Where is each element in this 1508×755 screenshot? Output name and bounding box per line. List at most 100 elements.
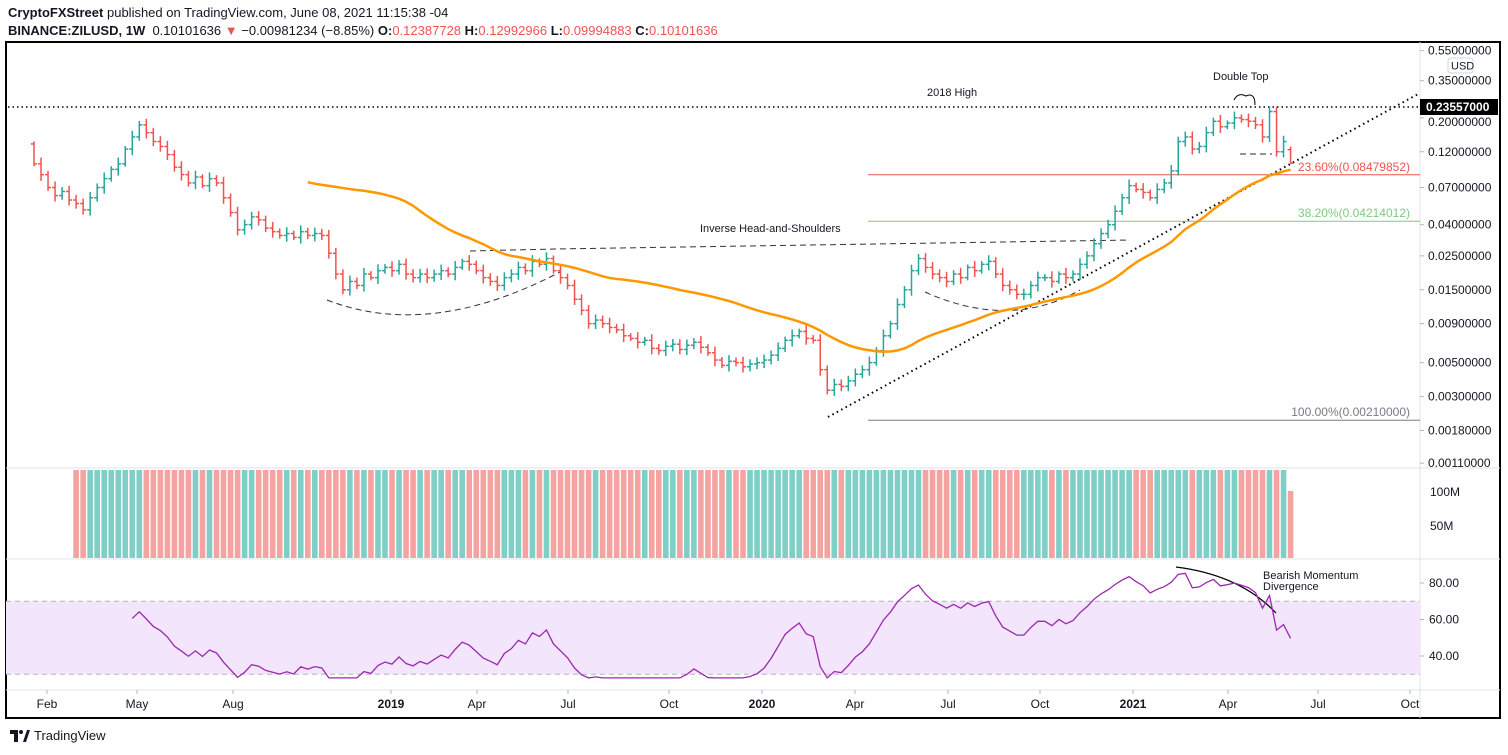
volume-bars — [73, 470, 1294, 558]
volume-bar — [276, 470, 283, 558]
price-tick-label: 0.02500000 — [1428, 249, 1492, 263]
volume-bar — [164, 470, 171, 558]
ohlc-bar — [1041, 274, 1048, 281]
ohlc-bar — [515, 261, 522, 280]
volume-bar — [1105, 470, 1111, 558]
ohlc-bar — [374, 264, 381, 284]
ohlc-bar — [45, 171, 52, 191]
volume-bar — [522, 470, 529, 558]
ohlc-bar — [178, 161, 185, 181]
currency-badge[interactable]: USD — [1447, 57, 1474, 74]
ohlc-bar — [66, 185, 73, 206]
volume-bar — [880, 470, 887, 558]
rsi-band — [6, 600, 1420, 675]
ohlc-bar — [782, 336, 789, 352]
ohlc-bars — [31, 106, 1294, 396]
ohlc-bar — [318, 228, 325, 240]
publisher-name[interactable]: CryptoFXStreet — [8, 5, 104, 20]
ohlc-bar — [564, 273, 571, 290]
divergence-arc[interactable] — [1175, 566, 1277, 614]
ohlc-bar — [73, 194, 80, 209]
ohlc-bar — [1055, 271, 1062, 284]
ohlc-bar — [599, 315, 606, 328]
ohlc-bar — [234, 206, 241, 236]
volume-bar — [1133, 470, 1139, 558]
volume-bar — [620, 470, 627, 558]
ohlc-bar — [557, 264, 564, 284]
price-tick-label: 0.01500000 — [1428, 283, 1492, 297]
volume-bar — [1245, 470, 1252, 558]
volume-bar — [564, 470, 571, 558]
ohlc-bar — [1027, 281, 1034, 299]
symbol: BINANCE:ZILUSD, 1W — [8, 23, 146, 38]
ohlc-bar — [676, 339, 683, 355]
ohlc-bar — [80, 198, 87, 215]
volume-bar — [705, 470, 711, 558]
ohlc-bar — [838, 379, 845, 392]
ohlc-bar — [101, 172, 108, 194]
volume-bar — [648, 470, 655, 558]
volume-bar — [641, 470, 648, 558]
volume-bar — [171, 470, 178, 558]
volume-bar — [262, 470, 269, 558]
volume-bar — [248, 470, 255, 558]
volume-bar — [634, 470, 641, 558]
price-tick-label: 0.00500000 — [1428, 356, 1492, 370]
time-tick-label: Oct — [660, 697, 679, 711]
ohlc-bar — [339, 269, 346, 295]
volume-bar — [227, 470, 234, 558]
volume-bar — [508, 470, 515, 558]
ohlc-bar — [241, 219, 248, 235]
annotations: 2018 High Double Top Inverse Head-and-Shou… — [8, 71, 1421, 614]
volume-bar — [957, 470, 964, 558]
volume-bar — [803, 470, 809, 558]
ohlc-bar — [929, 262, 936, 280]
volume-bar — [985, 470, 992, 558]
time-tick-label: Jul — [1310, 697, 1325, 711]
volume-bar — [466, 470, 473, 558]
volume-bar — [733, 470, 739, 558]
ihs-right-shoulder-arc[interactable] — [924, 289, 1081, 311]
ohlc-bar — [1006, 280, 1013, 295]
ohlc-bar — [269, 221, 276, 238]
price-tick-label: 0.12000000 — [1428, 145, 1492, 159]
ohlc-bar — [1231, 111, 1238, 130]
ohlc-bar — [1062, 267, 1069, 284]
volume-bar — [684, 470, 690, 558]
volume-bar — [403, 470, 409, 558]
volume-bar — [452, 470, 458, 558]
trendline[interactable] — [827, 92, 1421, 418]
double-top-arc[interactable] — [1233, 94, 1256, 106]
ohlc-bar — [1238, 114, 1245, 123]
ihs-neckline[interactable] — [469, 239, 1131, 252]
volume-bar — [1210, 470, 1217, 558]
axes: 0.55000000 0.35000000 0.20000000 0.12000000… — [37, 44, 1498, 711]
publish-info: CryptoFXStreet published on TradingView.… — [8, 5, 448, 20]
ohlc-bar — [964, 264, 971, 281]
price-tick-label: 0.55000000 — [1428, 44, 1492, 58]
volume-bar — [234, 470, 241, 558]
volume-bar — [550, 470, 557, 558]
ohlc-bar — [1020, 288, 1027, 300]
ohlc-bar — [59, 186, 66, 200]
volume-bar — [87, 470, 93, 558]
volume-bar — [922, 470, 929, 558]
ihs-left-shoulder-arc[interactable] — [326, 271, 561, 316]
time-tick-label: Feb — [37, 697, 58, 711]
time-tick-label: Oct — [1401, 697, 1420, 711]
ohlc-bar — [1098, 228, 1105, 249]
footer-brand[interactable]: TradingView — [34, 728, 106, 743]
volume-bar — [859, 470, 866, 558]
volume-bar — [129, 470, 136, 558]
ohlc-bar — [747, 359, 754, 372]
volume-bar — [361, 470, 367, 558]
low-value: 0.09994883 — [562, 23, 632, 38]
ohlc-bar — [1034, 271, 1041, 292]
ohlc-bar — [1259, 119, 1266, 143]
ohlc-bar — [1252, 116, 1259, 130]
ohlc-bar — [290, 230, 297, 241]
ohlc-bar — [1266, 106, 1273, 142]
ohlc-bar — [761, 354, 768, 368]
volume-bar — [94, 470, 100, 558]
